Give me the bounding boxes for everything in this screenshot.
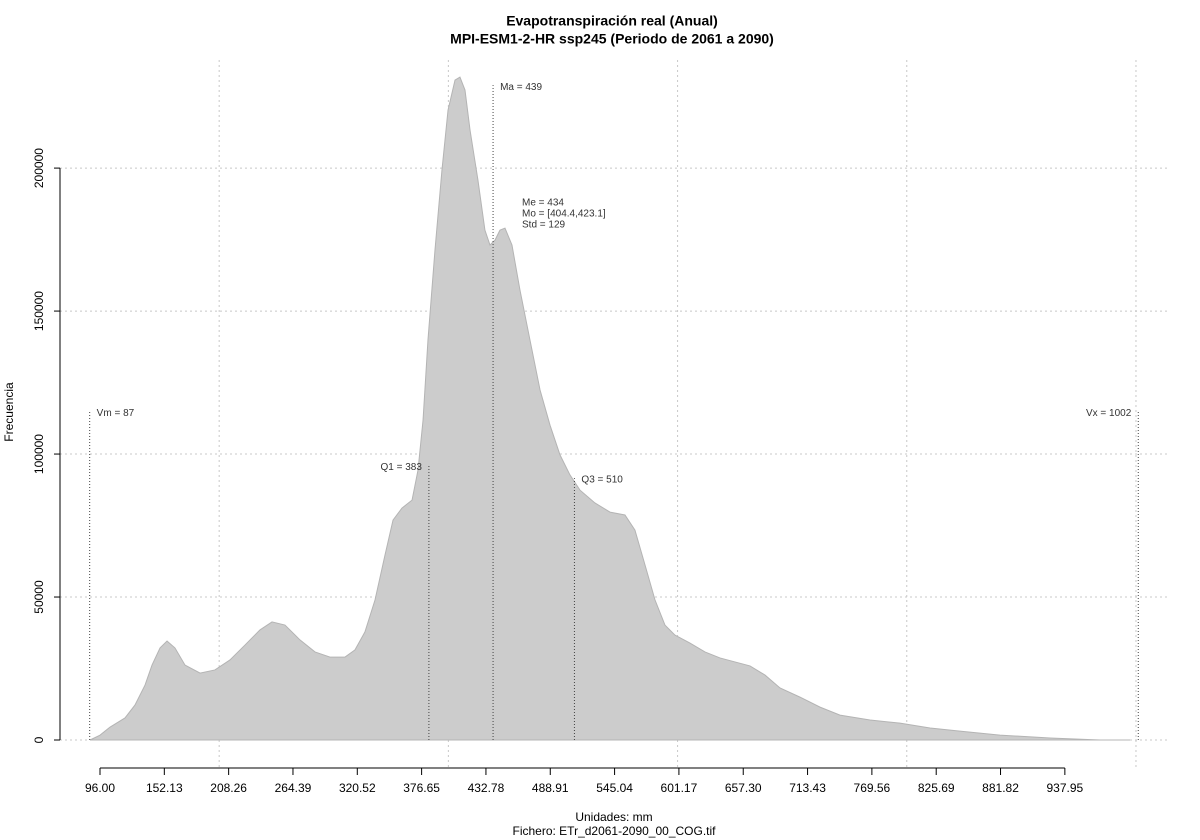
x-tick-label: 96.00 [85,781,115,795]
stat-note: Me = 434 [522,198,564,209]
density-area [89,76,1131,741]
x-tick-label: 320.52 [339,781,376,795]
stat-label: Vm = 87 [97,408,135,419]
y-tick-label: 50000 [32,580,46,614]
y-tick-label: 150000 [32,291,46,331]
chart-subtitle: MPI-ESM1-2-HR ssp245 (Periodo de 2061 a … [450,31,774,47]
x-tick-label: 713.43 [789,781,826,795]
x-tick-label: 657.30 [725,781,762,795]
x-tick-label: 601.17 [661,781,698,795]
y-tick-label: 200000 [32,148,46,188]
x-tick-label: 825.69 [918,781,955,795]
x-tick-label: 545.04 [596,781,633,795]
x-tick-label: 769.56 [854,781,891,795]
stat-label: Vx = 1002 [1086,408,1132,419]
stat-note: Std = 129 [522,220,566,231]
x-tick-label: 152.13 [146,781,183,795]
x-tick-label: 937.95 [1047,781,1084,795]
stat-label: Q1 = 383 [380,462,422,473]
x-tick-label: 376.65 [403,781,440,795]
x-tick-label: 264.39 [275,781,312,795]
stat-label: Ma = 439 [500,82,542,93]
y-tick-label: 100000 [32,434,46,474]
chart-title: Evapotranspiración real (Anual) [506,13,718,29]
stat-note: Mo = [404.4,423.1] [522,209,606,220]
x-tick-label: 208.26 [210,781,247,795]
x-tick-label: 881.82 [982,781,1019,795]
y-axis-label: Frecuencia [2,382,16,442]
stat-label: Q3 = 510 [581,475,623,486]
x-tick-label: 488.91 [532,781,569,795]
y-tick-label: 0 [32,736,46,743]
x-tick-label: 432.78 [468,781,505,795]
x-axis-label: Unidades: mm [575,810,652,824]
caption: Fichero: ETr_d2061-2090_00_COG.tif [513,824,717,838]
